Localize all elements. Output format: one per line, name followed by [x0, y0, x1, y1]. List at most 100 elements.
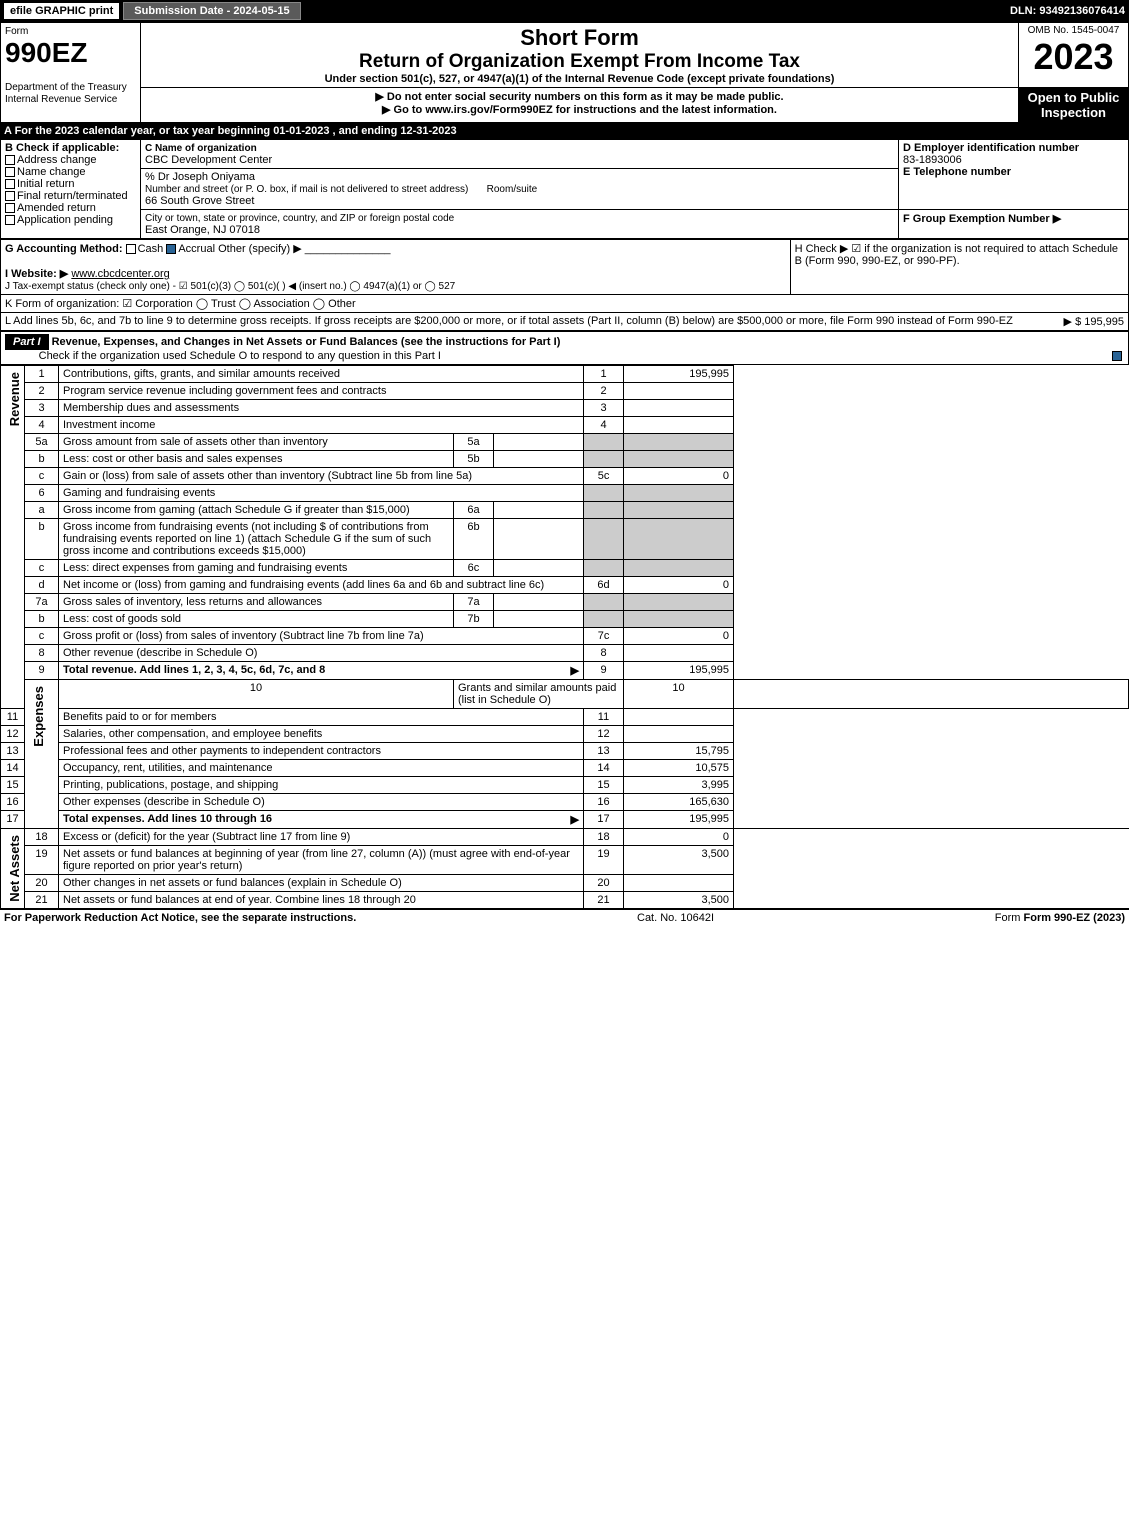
header-table: Form 990EZ Department of the Treasury In…: [0, 22, 1129, 123]
ln15-b: 15: [584, 777, 624, 794]
ln4-v: [624, 417, 734, 434]
shade-7b2: [624, 611, 734, 628]
ln17-v: 195,995: [624, 811, 734, 829]
room-label: Room/suite: [487, 184, 538, 195]
ln7a-n: 7a: [25, 594, 59, 611]
schedo-check[interactable]: [1112, 351, 1122, 361]
ln8-n: 8: [25, 645, 59, 662]
ln20-t: Other changes in net assets or fund bala…: [59, 875, 584, 892]
short-form-title: Short Form: [145, 25, 1014, 51]
name-change-check[interactable]: [5, 167, 15, 177]
ln11-n: 11: [1, 709, 25, 726]
omb: OMB No. 1545-0047: [1023, 25, 1124, 36]
ln13-t: Professional fees and other payments to …: [59, 743, 584, 760]
ln6a-n: a: [25, 502, 59, 519]
ln7b-iv: [493, 611, 583, 628]
ln5a-t: Gross amount from sale of assets other t…: [59, 434, 454, 451]
ln9-arrow: ▶: [571, 664, 579, 677]
ln7a-iv: [493, 594, 583, 611]
ln19-v: 3,500: [624, 846, 734, 875]
footer-left: For Paperwork Reduction Act Notice, see …: [4, 912, 356, 924]
part1-checknote: Check if the organization used Schedule …: [39, 350, 441, 362]
k-line: K Form of organization: ☑ Corporation ◯ …: [1, 295, 1129, 313]
j-line: J Tax-exempt status (check only one) - ☑…: [5, 281, 455, 292]
ln5a-n: 5a: [25, 434, 59, 451]
ln7b-ib: 7b: [453, 611, 493, 628]
shade-6a: [584, 502, 624, 519]
ln4-n: 4: [25, 417, 59, 434]
ln21-t: Net assets or fund balances at end of ye…: [59, 892, 584, 909]
ln14-n: 14: [1, 760, 25, 777]
ln7b-t: Less: cost of goods sold: [59, 611, 454, 628]
ln16-v: 165,630: [624, 794, 734, 811]
ln1-v: 195,995: [624, 366, 734, 383]
efile-label: efile GRAPHIC print: [4, 3, 119, 19]
b-opt-1: Name change: [17, 166, 86, 178]
shade-6b2: [624, 519, 734, 560]
addr-change-check[interactable]: [5, 155, 15, 165]
ln6b-n: b: [25, 519, 59, 560]
ln11-t: Benefits paid to or for members: [59, 709, 584, 726]
city-label: City or town, state or province, country…: [145, 213, 454, 224]
ln5c-t: Gain or (loss) from sale of assets other…: [59, 468, 584, 485]
city: East Orange, NJ 07018: [145, 224, 260, 236]
c-label: C Name of organization: [145, 143, 257, 154]
final-return-check[interactable]: [5, 191, 15, 201]
ln8-t: Other revenue (describe in Schedule O): [59, 645, 584, 662]
ln20-v: [624, 875, 734, 892]
form-number: 990EZ: [5, 37, 88, 68]
ln15-t: Printing, publications, postage, and shi…: [59, 777, 584, 794]
ln7b-n: b: [25, 611, 59, 628]
pending-check[interactable]: [5, 215, 15, 225]
ln12-v: [624, 726, 734, 743]
ln3-n: 3: [25, 400, 59, 417]
footer-mid: Cat. No. 10642I: [637, 912, 714, 924]
dept: Department of the Treasury Internal Reve…: [5, 82, 127, 105]
ln21-b: 21: [584, 892, 624, 909]
ln6b-ib: 6b: [453, 519, 493, 560]
ln12-n: 12: [1, 726, 25, 743]
shade-6a2: [624, 502, 734, 519]
initial-return-check[interactable]: [5, 179, 15, 189]
ln19-n: 19: [25, 846, 59, 875]
street: 66 South Grove Street: [145, 195, 254, 207]
ln3-t: Membership dues and assessments: [59, 400, 584, 417]
ln5b-n: b: [25, 451, 59, 468]
ln16-t: Other expenses (describe in Schedule O): [59, 794, 584, 811]
shade-6b: [584, 519, 624, 560]
ln7a-t: Gross sales of inventory, less returns a…: [59, 594, 454, 611]
ln8-b: 8: [584, 645, 624, 662]
ln17-b: 17: [584, 811, 624, 829]
ln17-n: 17: [1, 811, 25, 829]
part1-title: Revenue, Expenses, and Changes in Net As…: [52, 336, 561, 348]
ln10-t: Grants and similar amounts paid (list in…: [453, 680, 623, 709]
ln5c-n: c: [25, 468, 59, 485]
lines-table: Revenue 1Contributions, gifts, grants, a…: [0, 365, 1129, 909]
ln20-b: 20: [584, 875, 624, 892]
ln3-b: 3: [584, 400, 624, 417]
ln7a-ib: 7a: [453, 594, 493, 611]
ln7c-b: 7c: [584, 628, 624, 645]
line-a: A For the 2023 calendar year, or tax yea…: [0, 123, 1129, 139]
ln14-t: Occupancy, rent, utilities, and maintena…: [59, 760, 584, 777]
ln19-t: Net assets or fund balances at beginning…: [59, 846, 584, 875]
b-opt-3: Final return/terminated: [17, 190, 128, 202]
part1-label: Part I: [5, 334, 49, 350]
subtitle: Under section 501(c), 527, or 4947(a)(1)…: [145, 73, 1014, 85]
warn1: ▶ Do not enter social security numbers o…: [145, 90, 1014, 103]
ln14-v: 10,575: [624, 760, 734, 777]
cash-check[interactable]: [126, 244, 136, 254]
care-of: % Dr Joseph Oniyama: [145, 171, 255, 183]
g-cash: Cash: [138, 243, 164, 255]
amended-check[interactable]: [5, 203, 15, 213]
ln21-v: 3,500: [624, 892, 734, 909]
ln6d-v: 0: [624, 577, 734, 594]
ln16-n: 16: [1, 794, 25, 811]
g-other: Other (specify) ▶: [218, 243, 302, 255]
shade-5a2: [624, 434, 734, 451]
ghijk-table: G Accounting Method: Cash Accrual Other …: [0, 239, 1129, 331]
accrual-check[interactable]: [166, 244, 176, 254]
d-label: D Employer identification number: [903, 142, 1079, 154]
ln15-v: 3,995: [624, 777, 734, 794]
e-label: E Telephone number: [903, 166, 1011, 178]
